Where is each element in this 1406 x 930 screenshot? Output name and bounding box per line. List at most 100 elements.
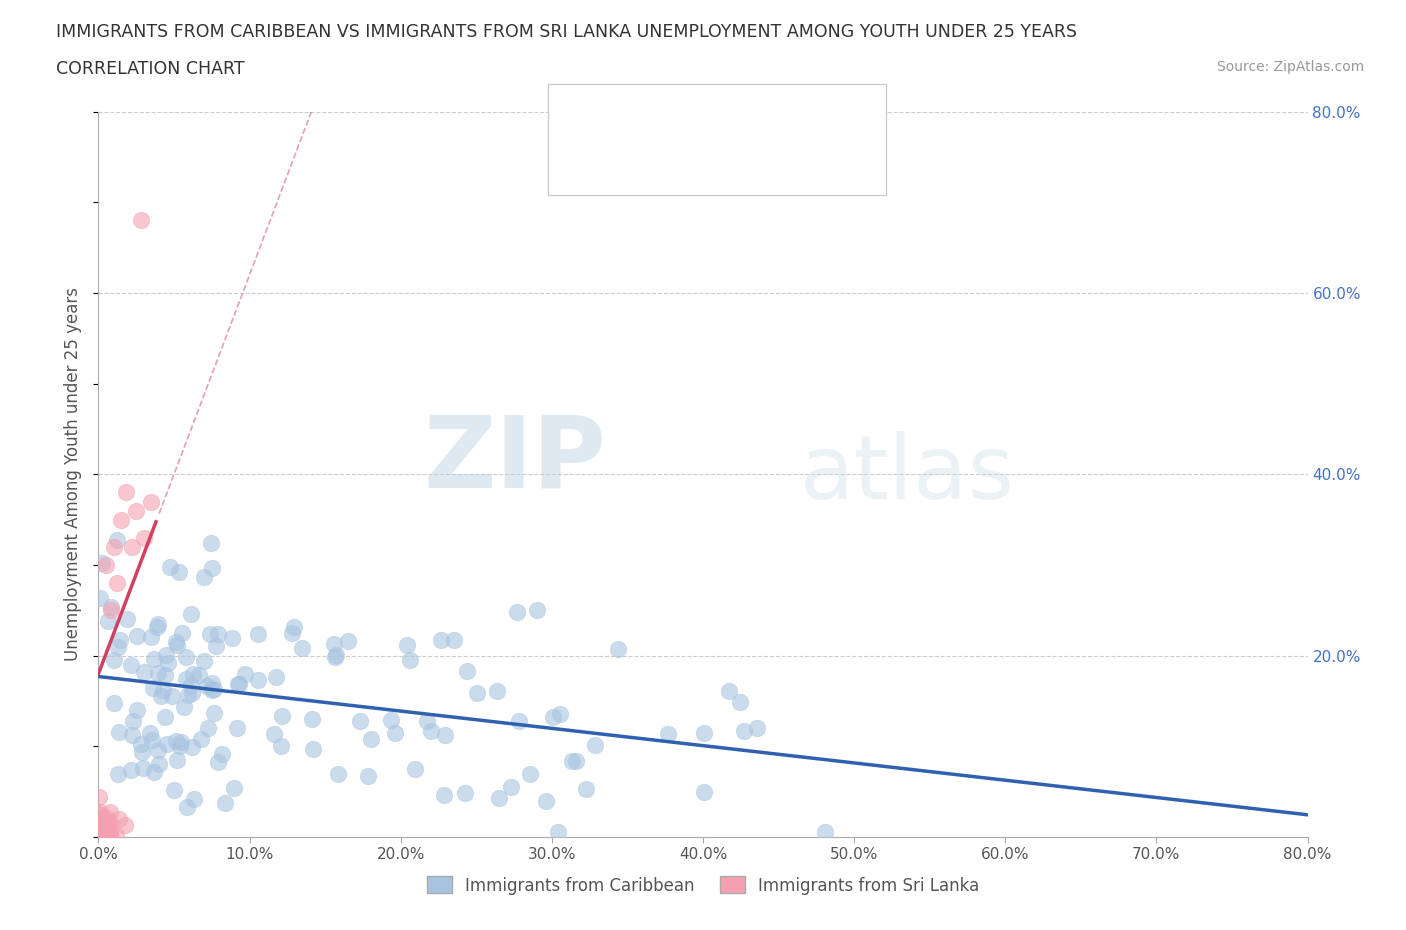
Point <box>357 769 380 784</box>
Point <box>165 634 187 649</box>
Point <box>201 676 224 691</box>
Point <box>202 682 225 697</box>
Point <box>207 627 229 642</box>
Point <box>181 685 204 700</box>
Point <box>100 603 122 618</box>
Point <box>156 737 179 751</box>
Point <box>89 591 111 605</box>
Point <box>519 766 541 781</box>
Point <box>90 823 112 838</box>
Point <box>174 671 197 686</box>
Point <box>149 689 172 704</box>
Point <box>349 714 371 729</box>
Point <box>96 811 118 826</box>
Point <box>87 806 110 821</box>
Point <box>197 721 219 736</box>
Point <box>90 825 112 840</box>
Point <box>139 629 162 644</box>
Point <box>547 825 569 840</box>
Text: ZIP: ZIP <box>423 411 606 509</box>
Point <box>280 625 302 640</box>
Point <box>87 813 110 828</box>
Point <box>814 825 837 840</box>
Point <box>565 753 588 768</box>
Point <box>107 811 129 826</box>
Point <box>325 648 347 663</box>
Point <box>485 684 508 698</box>
Point <box>107 640 129 655</box>
Point <box>94 558 117 573</box>
Point <box>193 569 215 584</box>
Point <box>270 709 292 724</box>
Point <box>121 727 143 742</box>
Point <box>176 687 198 702</box>
Point <box>246 672 269 687</box>
Point <box>100 804 122 819</box>
Point <box>146 617 169 631</box>
Text: CORRELATION CHART: CORRELATION CHART <box>56 60 245 78</box>
Point <box>384 725 406 740</box>
Point <box>323 649 346 664</box>
Point <box>114 485 136 500</box>
Point <box>222 781 245 796</box>
Point <box>121 539 143 554</box>
Point <box>607 642 630 657</box>
Point <box>657 726 679 741</box>
Point <box>173 699 195 714</box>
Point <box>429 632 451 647</box>
Point <box>291 640 314 655</box>
Point <box>107 767 129 782</box>
Text: R = -0.401   N = 143: R = -0.401 N = 143 <box>616 110 834 127</box>
Point <box>141 733 163 748</box>
Point <box>263 726 285 741</box>
Point <box>125 629 148 644</box>
Point <box>543 710 565 724</box>
Point <box>200 535 222 550</box>
Point <box>170 735 193 750</box>
Point <box>456 663 478 678</box>
Point <box>89 817 111 831</box>
Point <box>301 712 323 727</box>
Point <box>398 653 420 668</box>
Point <box>415 713 437 728</box>
Point <box>125 702 148 717</box>
Point <box>87 823 110 838</box>
Point <box>89 830 111 844</box>
Point <box>90 820 112 835</box>
Point <box>180 739 202 754</box>
Point <box>198 626 221 641</box>
Point <box>404 762 426 777</box>
Point <box>110 512 132 527</box>
Point <box>89 830 111 844</box>
Point <box>89 829 111 844</box>
Point <box>97 614 120 629</box>
Point <box>283 619 305 634</box>
Point <box>180 678 202 693</box>
Point <box>188 668 211 683</box>
Point <box>488 790 510 805</box>
Point <box>98 827 121 842</box>
Text: IMMIGRANTS FROM CARIBBEAN VS IMMIGRANTS FROM SRI LANKA UNEMPLOYMENT AMONG YOUTH : IMMIGRANTS FROM CARIBBEAN VS IMMIGRANTS … <box>56 23 1077 41</box>
Point <box>326 766 349 781</box>
Point <box>214 795 236 810</box>
Point <box>160 688 183 703</box>
Point <box>87 824 110 839</box>
Legend: Immigrants from Caribbean, Immigrants from Sri Lanka: Immigrants from Caribbean, Immigrants fr… <box>420 870 986 901</box>
Point <box>114 817 136 832</box>
Text: Source: ZipAtlas.com: Source: ZipAtlas.com <box>1216 60 1364 74</box>
Point <box>156 655 179 670</box>
Point <box>270 738 292 753</box>
Point <box>91 829 114 844</box>
Point <box>89 824 111 839</box>
Point <box>508 713 530 728</box>
Point <box>89 827 111 842</box>
Point <box>90 820 112 835</box>
Point <box>97 815 120 830</box>
Point <box>730 694 752 709</box>
Point <box>89 813 111 828</box>
Point <box>131 737 153 751</box>
Point <box>183 791 205 806</box>
Point <box>548 706 571 721</box>
Point <box>142 681 165 696</box>
Point <box>89 823 111 838</box>
